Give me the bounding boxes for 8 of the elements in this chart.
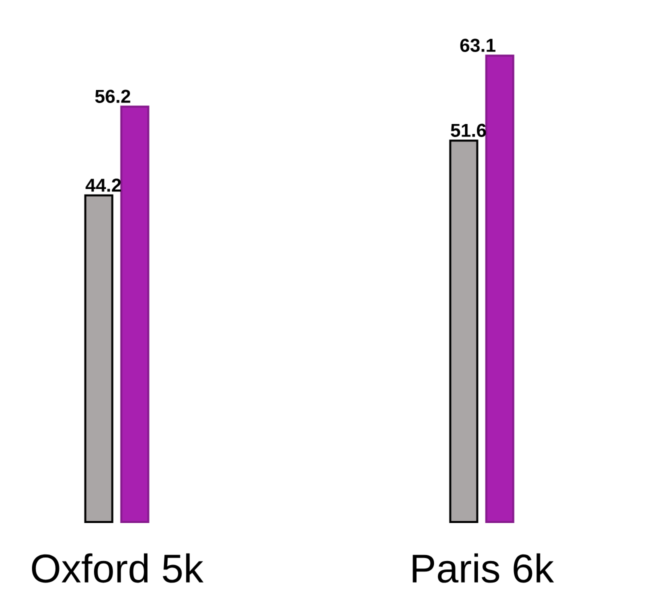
bar [449,140,478,523]
data-label: 63.1 [460,38,496,52]
bar [485,54,514,523]
bar [120,106,150,523]
bar [84,194,114,523]
x-tick-label: Paris 6k [412,553,554,583]
x-tick-label: Oxford 5k [32,553,204,583]
data-label: 56.2 [95,90,130,103]
